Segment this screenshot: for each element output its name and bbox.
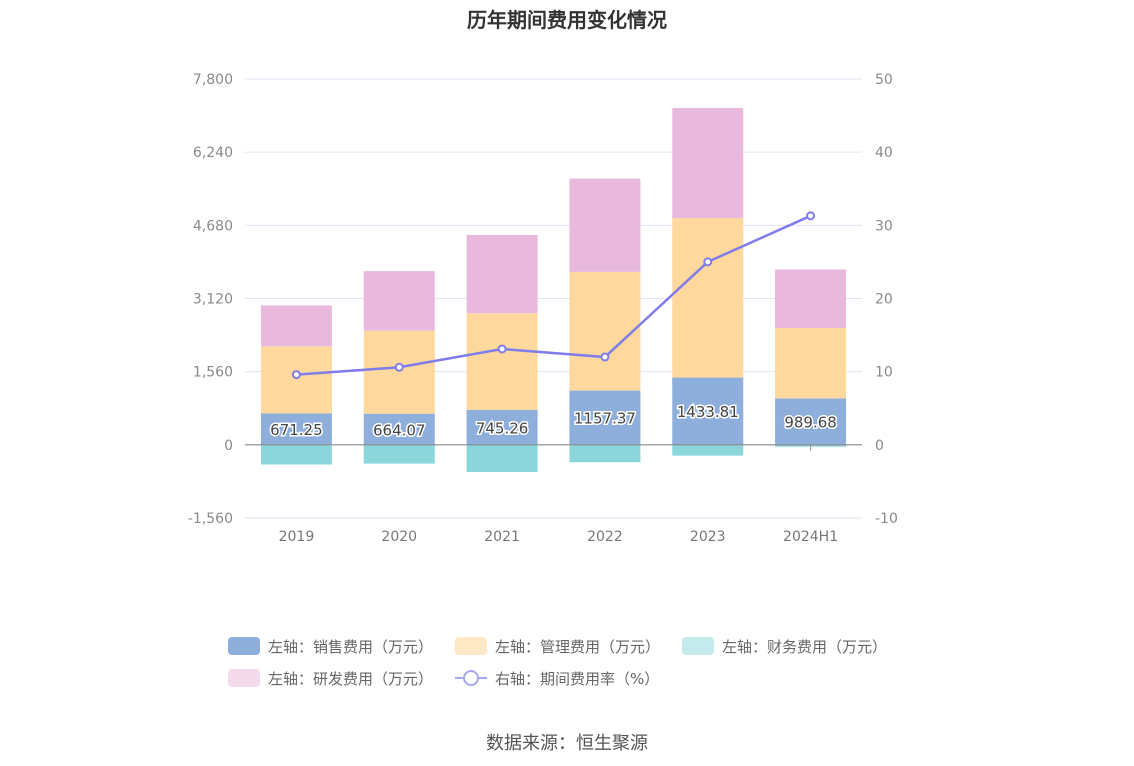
x-tick-label: 2024H1 (783, 529, 838, 545)
rate-point (600, 352, 610, 362)
bar-segment (672, 377, 744, 445)
x-tick-label: 2022 (587, 529, 623, 545)
legend-item-rd[interactable]: 左轴：研发费用（万元） (228, 668, 433, 689)
legend-swatch (682, 637, 715, 655)
y-right-tick-label: 40 (875, 145, 893, 161)
y-left-tick-label: 4,680 (193, 218, 233, 234)
y-right-tick-label: -10 (875, 511, 898, 527)
y-left-tick-label: 0 (224, 438, 233, 454)
rate-point (394, 362, 404, 372)
bar-segment (466, 234, 538, 314)
bar-segment (363, 271, 435, 331)
data-labels: 671.25 664.07 745.26 1157.37 1433.81 989.68 (269, 402, 839, 441)
x-tick-label: 2023 (690, 529, 726, 545)
legend-label: 左轴：管理费用（万元） (495, 637, 661, 656)
bar-data-label: 671.25 (270, 421, 323, 439)
legend-label: 左轴：研发费用（万元） (268, 669, 434, 688)
zero-axis (245, 444, 862, 451)
bar-segment (569, 178, 641, 272)
bar-data-label: 745.26 (476, 419, 529, 437)
rate-line-path (296, 214, 812, 376)
legend-label: 左轴：销售费用（万元） (268, 637, 434, 656)
legend-swatch (228, 669, 260, 687)
x-tick-label: 2021 (484, 529, 520, 545)
legend-swatch (455, 637, 488, 655)
legend-item-finance[interactable]: 左轴：财务费用（万元） (682, 636, 887, 657)
legend-item-sales[interactable]: 左轴：销售费用（万元） (228, 636, 433, 657)
legend-line-icon (455, 669, 488, 687)
y-left-tick-label: 6,240 (193, 145, 233, 161)
rate-point (291, 370, 301, 380)
grid-lines (245, 78, 862, 519)
bar-segment (466, 444, 538, 473)
y-left-tick-label: -1,560 (188, 511, 233, 527)
bar-segment (775, 328, 847, 399)
bar-segment (775, 269, 847, 329)
bar-segment (363, 444, 435, 464)
bar-segment (466, 409, 538, 445)
bar-segment (775, 398, 847, 445)
bar-segment (672, 444, 744, 456)
legend: 左轴：销售费用（万元） 左轴：管理费用（万元） 左轴：财务费用（万元） 左轴：研… (228, 630, 928, 694)
bar-data-label: 1157.37 (574, 410, 636, 428)
chart-title: 历年期间费用变化情况 (467, 8, 667, 32)
bar-segment (260, 413, 332, 445)
bar-data-label: 664.07 (373, 421, 426, 439)
bar-data-label: 989.68 (784, 414, 837, 432)
bars (260, 107, 847, 473)
bar-segment (260, 346, 332, 414)
bar-segment (363, 330, 435, 414)
bar-data-label: 1433.81 (677, 403, 739, 421)
bar-segment (672, 218, 744, 378)
bar-segment (260, 305, 332, 347)
bar-segment (363, 413, 435, 445)
y-right-tick-label: 50 (875, 72, 893, 88)
bar-segment (569, 271, 641, 391)
x-tick-label: 2019 (279, 529, 315, 545)
legend-label: 左轴：财务费用（万元） (722, 637, 888, 656)
bar-segment (466, 313, 538, 410)
x-tick-label: 2020 (381, 529, 417, 545)
y-right-tick-label: 30 (875, 218, 893, 234)
rate-point (497, 344, 507, 354)
bar-segment (569, 390, 641, 445)
y-left-tick-label: 1,560 (193, 365, 233, 381)
y-right-tick-label: 0 (875, 438, 884, 454)
rate-line (291, 211, 816, 380)
chart-svg: 671.25 664.07 745.26 1157.37 1433.81 989.68 7… (188, 72, 898, 545)
legend-label: 右轴：期间费用率（%） (495, 669, 660, 688)
rate-point (806, 211, 816, 221)
legend-item-rate[interactable]: 右轴：期间费用率（%） (455, 668, 659, 689)
y-left-tick-label: 3,120 (193, 292, 233, 308)
legend-item-admin[interactable]: 左轴：管理费用（万元） (455, 636, 660, 657)
bar-segment (569, 444, 641, 463)
rate-point (703, 257, 713, 267)
y-right-tick-label: 20 (875, 292, 893, 308)
legend-swatch (228, 637, 260, 655)
y-left-tick-label: 7,800 (193, 72, 233, 88)
bar-segment (260, 444, 332, 465)
data-source: 数据来源：恒生聚源 (486, 733, 648, 754)
axis-ticks: 7,800 50 6,240 40 4,680 30 3,120 20 1,560 10 0 0 -1,… (188, 72, 898, 545)
bar-segment (672, 107, 744, 219)
y-right-tick-label: 10 (875, 365, 893, 381)
